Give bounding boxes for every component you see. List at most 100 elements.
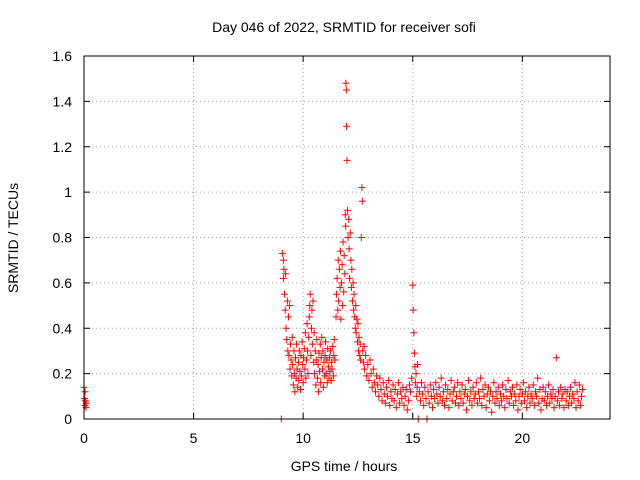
data-point <box>369 365 377 373</box>
data-point <box>344 234 352 241</box>
data-point <box>519 379 527 387</box>
data-point <box>400 401 408 409</box>
data-point <box>334 306 342 314</box>
data-point <box>504 376 512 384</box>
data-point <box>525 383 533 391</box>
data-point <box>413 392 421 400</box>
data-point <box>287 356 295 364</box>
x-tick-label: 0 <box>80 430 88 446</box>
data-point <box>278 249 286 257</box>
data-point <box>329 342 337 350</box>
data-point <box>319 383 327 391</box>
data-point <box>549 386 557 394</box>
data-point <box>485 397 493 405</box>
data-point <box>404 397 412 405</box>
data-point <box>358 197 366 205</box>
data-point <box>494 383 502 391</box>
data-point <box>411 349 419 357</box>
data-point <box>316 340 324 348</box>
data-point <box>339 238 347 246</box>
data-point <box>445 404 453 412</box>
data-point <box>356 351 364 359</box>
data-point <box>466 397 474 405</box>
data-point <box>431 395 439 403</box>
data-point <box>426 381 434 389</box>
data-point <box>381 399 389 407</box>
data-point <box>503 395 511 403</box>
data-point <box>290 370 298 378</box>
data-point <box>337 315 345 323</box>
data-point <box>302 374 310 382</box>
data-point <box>330 336 338 344</box>
data-point <box>347 256 355 264</box>
data-point <box>279 256 287 264</box>
data-point <box>425 399 433 407</box>
data-point <box>461 386 469 394</box>
data-point <box>339 302 347 310</box>
data-point <box>324 363 332 371</box>
axis-ticks <box>83 55 610 420</box>
data-point <box>455 401 463 409</box>
data-point <box>541 388 549 396</box>
data-point <box>315 388 323 396</box>
y-tick-label: 0.6 <box>53 275 73 291</box>
data-point <box>289 361 297 369</box>
data-point <box>342 86 350 94</box>
data-point <box>342 79 350 87</box>
data-point <box>352 302 360 310</box>
data-point <box>413 383 421 391</box>
data-point <box>563 388 571 396</box>
data-point <box>410 329 418 337</box>
data-point <box>329 372 337 380</box>
data-point <box>550 404 558 412</box>
data-point <box>521 397 529 405</box>
data-point <box>488 408 496 416</box>
data-point <box>420 401 428 409</box>
data-point <box>341 270 349 278</box>
data-point <box>462 406 470 414</box>
data-point <box>302 356 310 364</box>
data-point <box>401 392 409 400</box>
data-point <box>557 383 565 391</box>
data-point <box>364 361 372 369</box>
data-point <box>318 365 326 373</box>
data-point <box>286 365 294 373</box>
data-point <box>305 333 313 341</box>
data-point <box>477 374 485 382</box>
data-point <box>340 288 348 296</box>
data-point <box>307 351 315 359</box>
data-point <box>409 306 417 314</box>
data-point <box>376 374 384 382</box>
data-point <box>301 329 309 337</box>
data-point <box>313 374 321 382</box>
data-point <box>335 297 343 305</box>
data-point <box>279 274 287 282</box>
data-point <box>350 290 358 298</box>
data-point <box>367 370 375 378</box>
data-point <box>457 395 465 403</box>
x-axis-label: GPS time / hours <box>291 458 398 474</box>
data-point <box>304 370 312 378</box>
data-point <box>553 397 561 405</box>
grid-lines <box>84 56 610 419</box>
data-point <box>338 261 346 269</box>
data-point <box>528 395 536 403</box>
data-point <box>405 381 413 389</box>
data-point <box>331 356 339 364</box>
data-point <box>286 340 294 348</box>
data-point <box>355 333 363 341</box>
data-point <box>389 381 397 389</box>
data-point <box>348 265 356 273</box>
data-point <box>313 336 321 344</box>
data-point <box>349 279 357 287</box>
data-point <box>371 388 379 396</box>
data-point <box>304 347 312 355</box>
data-point <box>535 399 543 407</box>
data-point <box>318 333 326 341</box>
data-point <box>387 388 395 396</box>
data-point <box>482 404 490 412</box>
data-point <box>484 383 492 391</box>
data-point <box>516 386 524 394</box>
data-point <box>298 338 306 346</box>
